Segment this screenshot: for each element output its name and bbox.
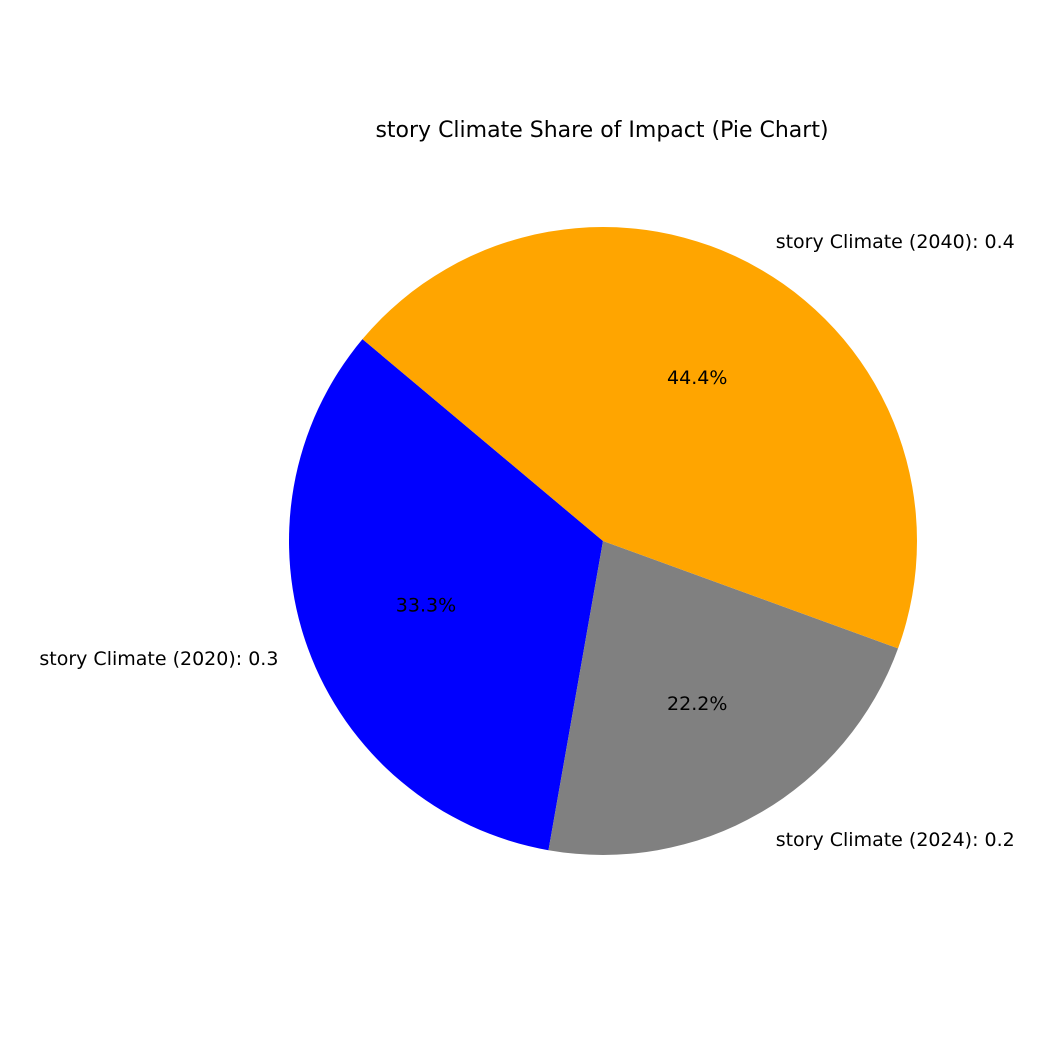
slice-percent-label: 22.2% — [667, 693, 727, 715]
slice-percent-label: 33.3% — [396, 594, 456, 616]
pie-slices — [289, 226, 917, 855]
pie-slice-2 — [362, 226, 917, 649]
pie-slice-0 — [289, 339, 603, 851]
slice-category-label: story Climate (2040): 0.4 — [776, 231, 1015, 253]
slice-percent-label: 44.4% — [667, 367, 727, 389]
chart-title: story Climate Share of Impact (Pie Chart… — [375, 118, 828, 143]
pie-labels: 33.3% story Climate (2020): 0.3 22.2% story… — [39, 231, 1014, 851]
slice-category-label: story Climate (2020): 0.3 — [39, 648, 278, 670]
pie-slice-1 — [548, 541, 899, 855]
slice-category-label: story Climate (2024): 0.2 — [776, 829, 1015, 851]
